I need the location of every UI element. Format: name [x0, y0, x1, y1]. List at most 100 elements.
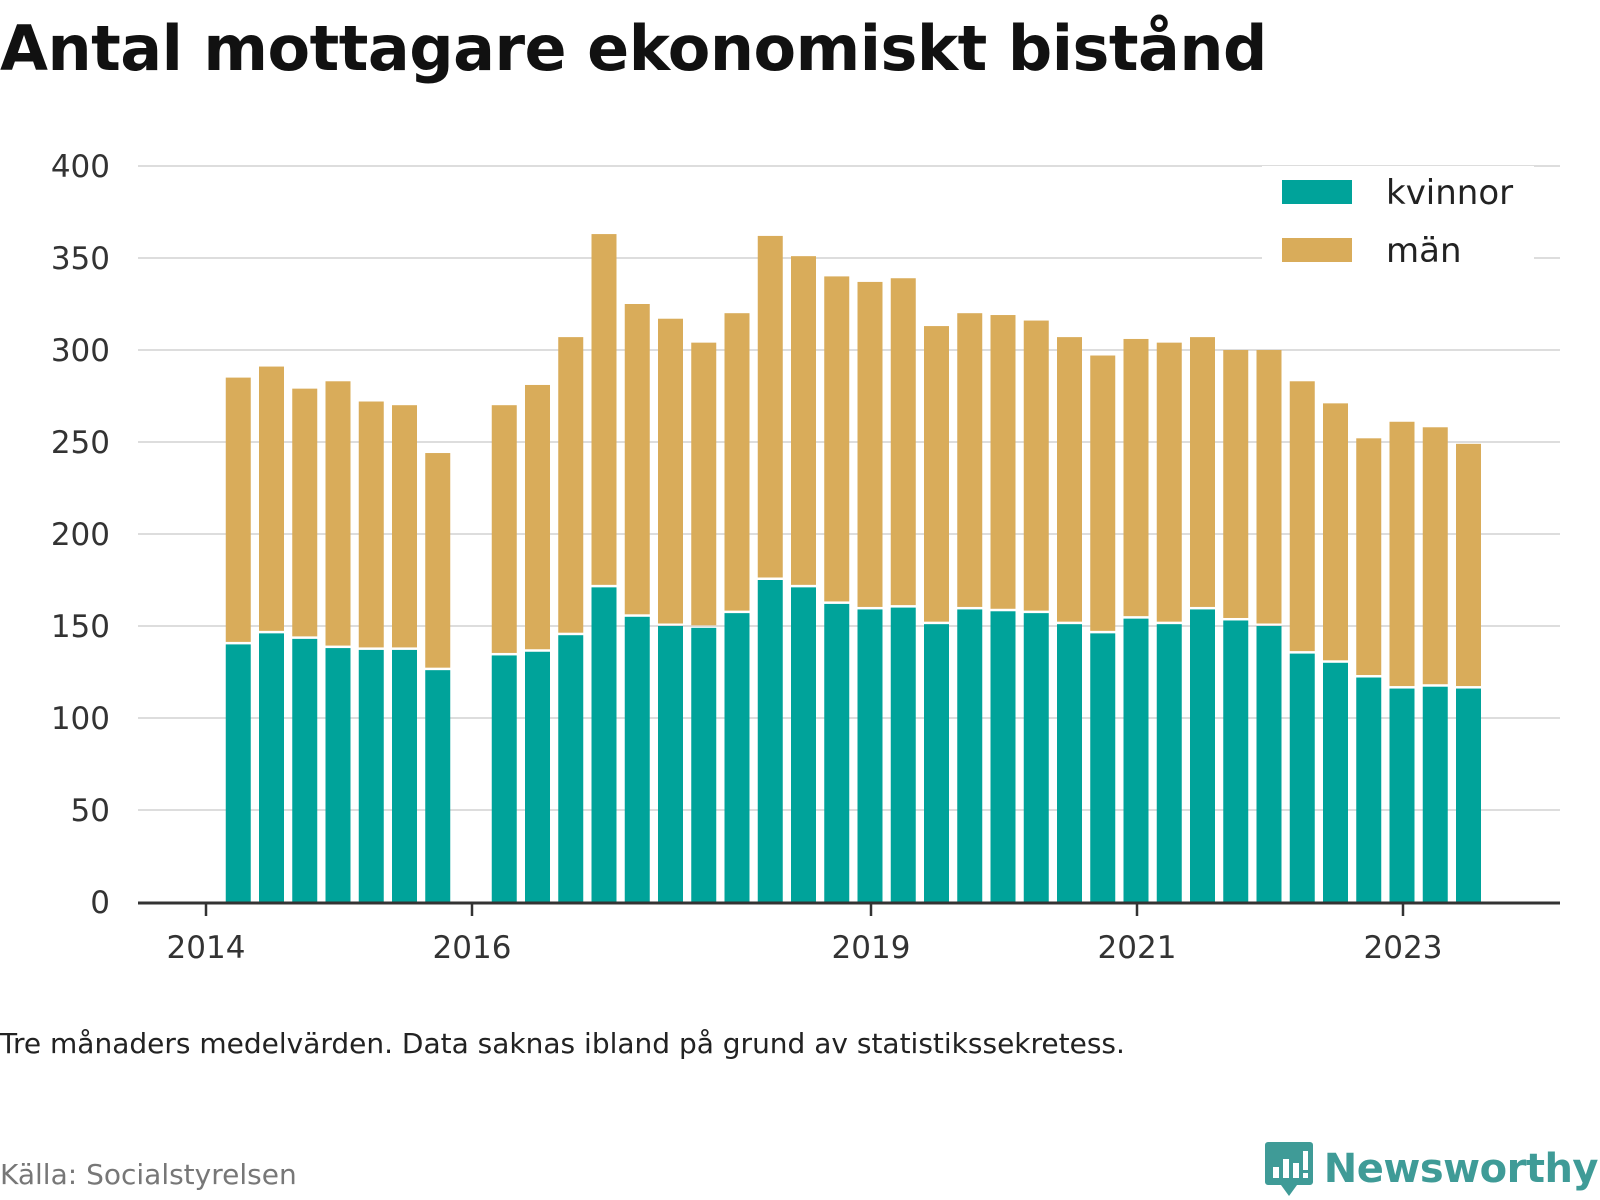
bars [225, 234, 1481, 902]
y-tick-label: 50 [71, 793, 110, 829]
brand-logo: Newsworthy [1264, 1140, 1599, 1198]
bar-man [1023, 320, 1049, 611]
bar-kvinnor [1256, 626, 1282, 902]
bar-man [259, 366, 284, 631]
y-tick-label: 200 [51, 517, 110, 553]
y-tick-label: 300 [51, 333, 110, 369]
bar-man [658, 318, 683, 624]
x-tick-label: 2023 [1364, 930, 1443, 966]
bar-kvinnor [1156, 624, 1182, 902]
y-tick-label: 400 [51, 149, 110, 185]
bar-kvinnor [1090, 633, 1116, 902]
bar-man [358, 401, 384, 648]
bar-man [525, 384, 550, 650]
bar-kvinnor [1190, 609, 1215, 902]
chart-title: Antal mottagare ekonomiskt bistånd [0, 12, 1267, 85]
bar-kvinnor [957, 609, 983, 902]
bar-kvinnor [525, 651, 550, 902]
legend-label: män [1386, 231, 1462, 271]
brand-name: Newsworthy [1323, 1146, 1599, 1192]
bar-kvinnor [292, 638, 318, 902]
bar-man [1123, 338, 1149, 617]
bar-kvinnor [757, 580, 783, 902]
bar-man [1289, 381, 1315, 652]
bar-kvinnor [890, 607, 916, 902]
bar-man [857, 281, 883, 607]
bar-man [491, 405, 517, 653]
bar-kvinnor [225, 644, 251, 902]
bar-man [624, 304, 650, 615]
bar-kvinnor [691, 627, 717, 902]
bar-kvinnor [591, 587, 617, 902]
bar-man [990, 315, 1016, 609]
bar-man [1256, 350, 1282, 624]
bar-kvinnor [724, 613, 750, 902]
bar-kvinnor [658, 626, 683, 902]
bar-man [824, 276, 850, 602]
bar-man [1356, 438, 1382, 676]
legend-label: kvinnor [1386, 173, 1513, 213]
bar-kvinnor [1023, 613, 1049, 902]
y-tick-label: 150 [51, 609, 110, 645]
bar-man [791, 256, 816, 585]
bar-kvinnor [1389, 688, 1415, 902]
bar-man [392, 405, 417, 648]
bar-kvinnor [491, 655, 517, 902]
bar-man [890, 278, 916, 606]
bar-kvinnor [990, 611, 1016, 902]
stacked-bar-chart: 0 50 100 150 200 250 300 350 400 2014 2016 2019 2021… [51, 149, 1560, 966]
x-tick-label: 2019 [832, 930, 911, 966]
bar-man [924, 326, 949, 622]
bar-man [425, 453, 451, 668]
bar-kvinnor [1422, 686, 1448, 902]
bar-man [1323, 403, 1348, 661]
bar-kvinnor [259, 633, 284, 902]
bar-man [591, 234, 617, 585]
legend: kvinnor män [1262, 166, 1534, 271]
bar-kvinnor [1289, 653, 1315, 902]
bar-kvinnor [824, 603, 850, 902]
y-tick-label: 100 [51, 701, 110, 737]
bar-man [1389, 421, 1415, 687]
y-tick-label: 350 [51, 241, 110, 277]
bar-man [558, 337, 584, 633]
bar-kvinnor [1356, 677, 1382, 902]
bar-man [1090, 355, 1116, 631]
y-tick-label: 250 [51, 425, 110, 461]
bar-man [691, 342, 717, 626]
bar-man [1190, 337, 1215, 607]
bar-man [957, 313, 983, 607]
y-tick-label: 0 [90, 885, 110, 921]
bar-kvinnor [425, 670, 451, 902]
bar-kvinnor [1323, 662, 1348, 902]
bar-man [1156, 342, 1182, 622]
bar-man [1456, 443, 1481, 687]
bar-kvinnor [857, 609, 883, 902]
legend-swatch-kvinnor [1282, 180, 1352, 204]
bar-man [724, 313, 750, 611]
bar-kvinnor [558, 635, 584, 902]
bar-kvinnor [924, 624, 949, 902]
bar-kvinnor [392, 649, 417, 902]
bar-man [757, 235, 783, 578]
x-tick-label: 2016 [433, 930, 512, 966]
x-tick-label: 2014 [167, 930, 246, 966]
legend-swatch-man [1282, 238, 1352, 262]
bar-kvinnor [791, 587, 816, 902]
bar-kvinnor [325, 648, 351, 902]
newsworthy-logo-icon [1264, 1142, 1313, 1196]
axes: 0 50 100 150 200 250 300 350 400 2014 2016 2019 2021… [51, 149, 1560, 966]
source-credit: Källa: Socialstyrelsen [0, 1158, 297, 1191]
bar-man [1057, 337, 1082, 622]
bar-man [1223, 350, 1249, 618]
chart-note: Tre månaders medelvärden. Data saknas ib… [0, 1027, 1125, 1060]
bar-man [325, 381, 351, 646]
bar-kvinnor [1057, 624, 1082, 902]
bar-man [1422, 427, 1448, 685]
bar-kvinnor [358, 649, 384, 902]
bar-kvinnor [1123, 618, 1149, 902]
bar-man [225, 377, 251, 642]
bar-kvinnor [624, 616, 650, 902]
bar-man [292, 388, 318, 637]
